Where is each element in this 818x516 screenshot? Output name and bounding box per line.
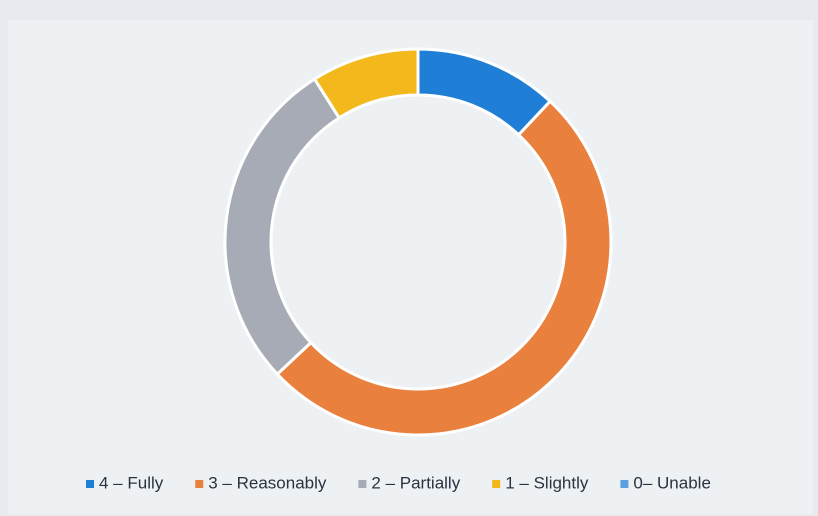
legend-label: 3 – Reasonably (208, 473, 327, 492)
legend-marker (358, 480, 367, 488)
donut-segment (312, 47, 420, 120)
donut-segment (275, 99, 613, 437)
legend-marker (492, 480, 501, 488)
legend-label: 1 – Slightly (505, 473, 589, 492)
legend-marker (620, 480, 629, 488)
legend-label: 4 – Fully (99, 473, 164, 492)
legend-label: 0– Unable (633, 473, 711, 492)
legend-label: 2 – Partially (371, 473, 460, 492)
legend-marker (195, 480, 204, 488)
legend-marker (86, 480, 94, 488)
